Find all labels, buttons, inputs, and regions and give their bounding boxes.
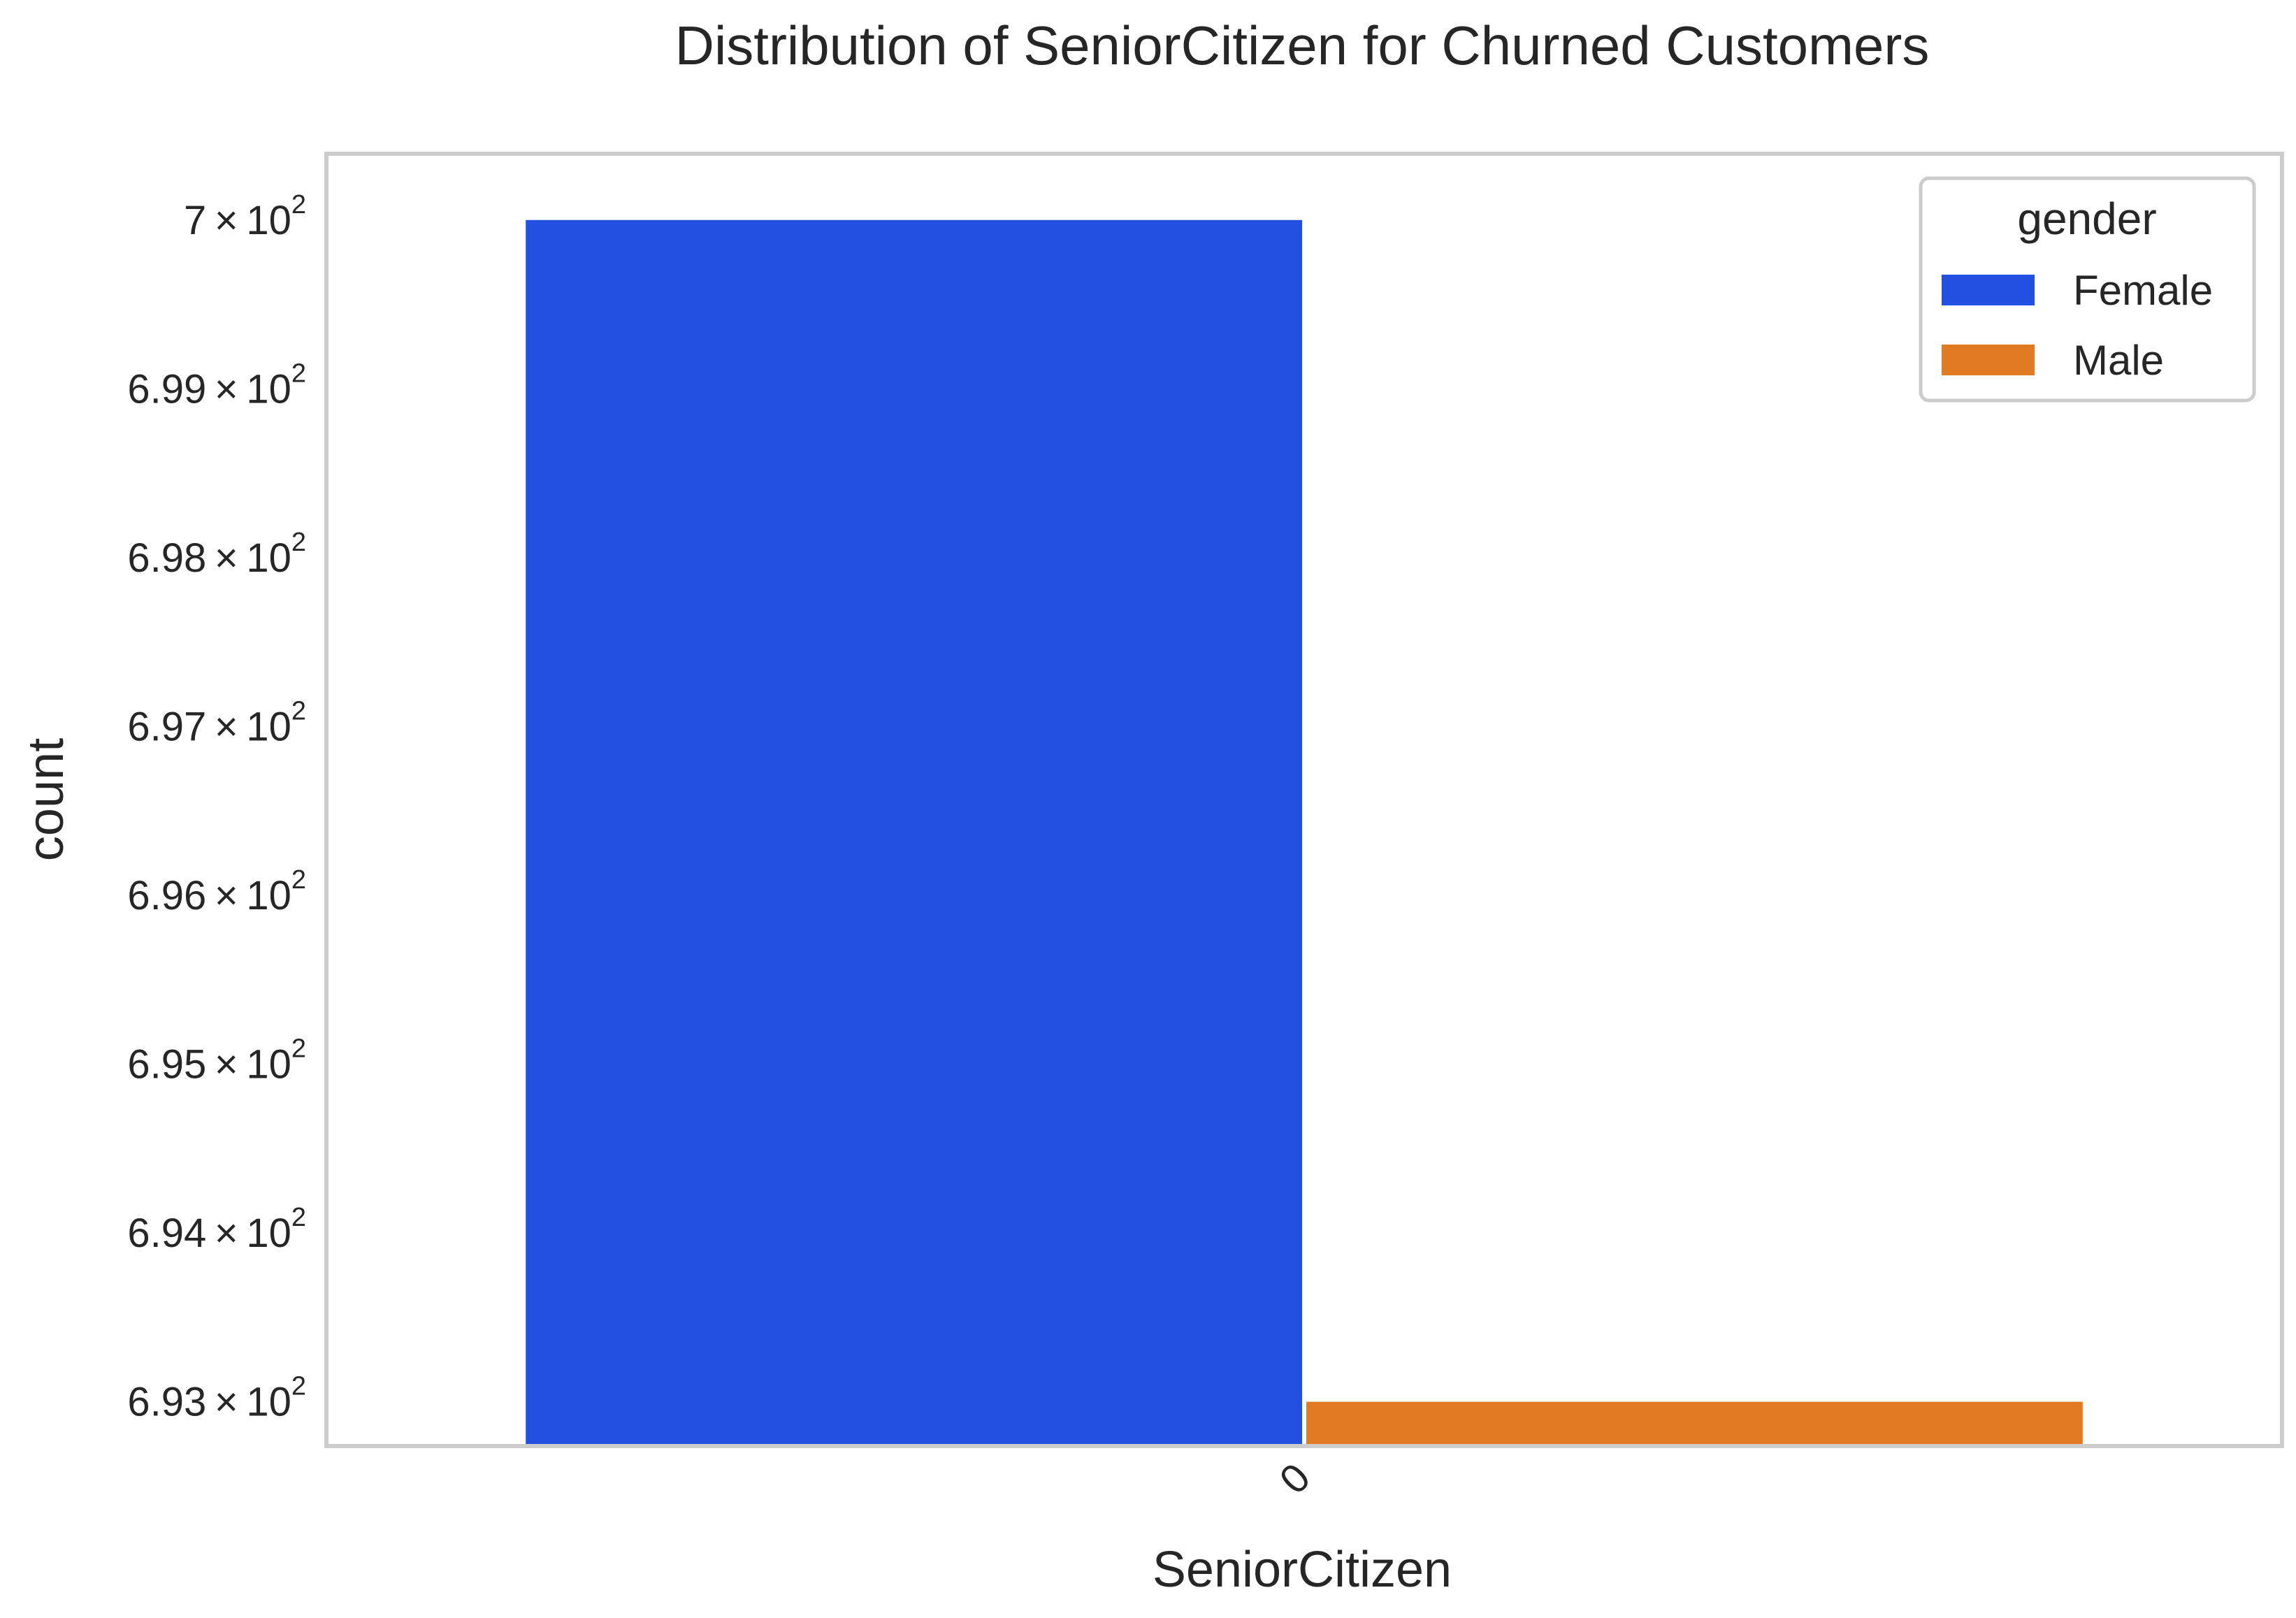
y-tick-label: 6.99 × 102 [127,359,306,412]
y-axis-ticks: 6.93 × 102 6.94 × 102 6.95 × 102 6.96 × 102… [127,190,306,1425]
y-tick-label: 6.95 × 102 [127,1034,306,1088]
legend-title: gender [2017,194,2156,244]
legend-label-male: Male [2073,337,2164,384]
x-axis-label: SeniorCitizen [1153,1542,1452,1598]
plot-frame [324,152,2284,1448]
legend-label-female: Female [2073,267,2213,314]
bars-layer [526,219,2083,1444]
chart-title: Distribution of SeniorCitizen for Churne… [675,15,1930,76]
legend-swatch-female [1942,275,2035,305]
y-tick-label: 6.96 × 102 [127,865,306,918]
y-axis-label: count [18,738,74,861]
y-tick-label: 6.98 × 102 [127,528,306,581]
legend-swatch-male [1942,345,2035,375]
y-tick-label: 7 × 102 [184,190,306,243]
y-tick-label: 6.97 × 102 [127,696,306,749]
x-tick-label: 0 [1271,1454,1319,1503]
y-tick-label: 6.94 × 102 [127,1203,306,1256]
bar-male-0 [1306,1401,2083,1444]
x-axis-ticks: 0 [1271,1454,1319,1503]
legend: gender Female Male [1919,176,2256,403]
legend-items: Female Male [1942,267,2213,384]
bar-female-0 [526,219,1303,1444]
y-tick-label: 6.93 × 102 [127,1372,306,1425]
